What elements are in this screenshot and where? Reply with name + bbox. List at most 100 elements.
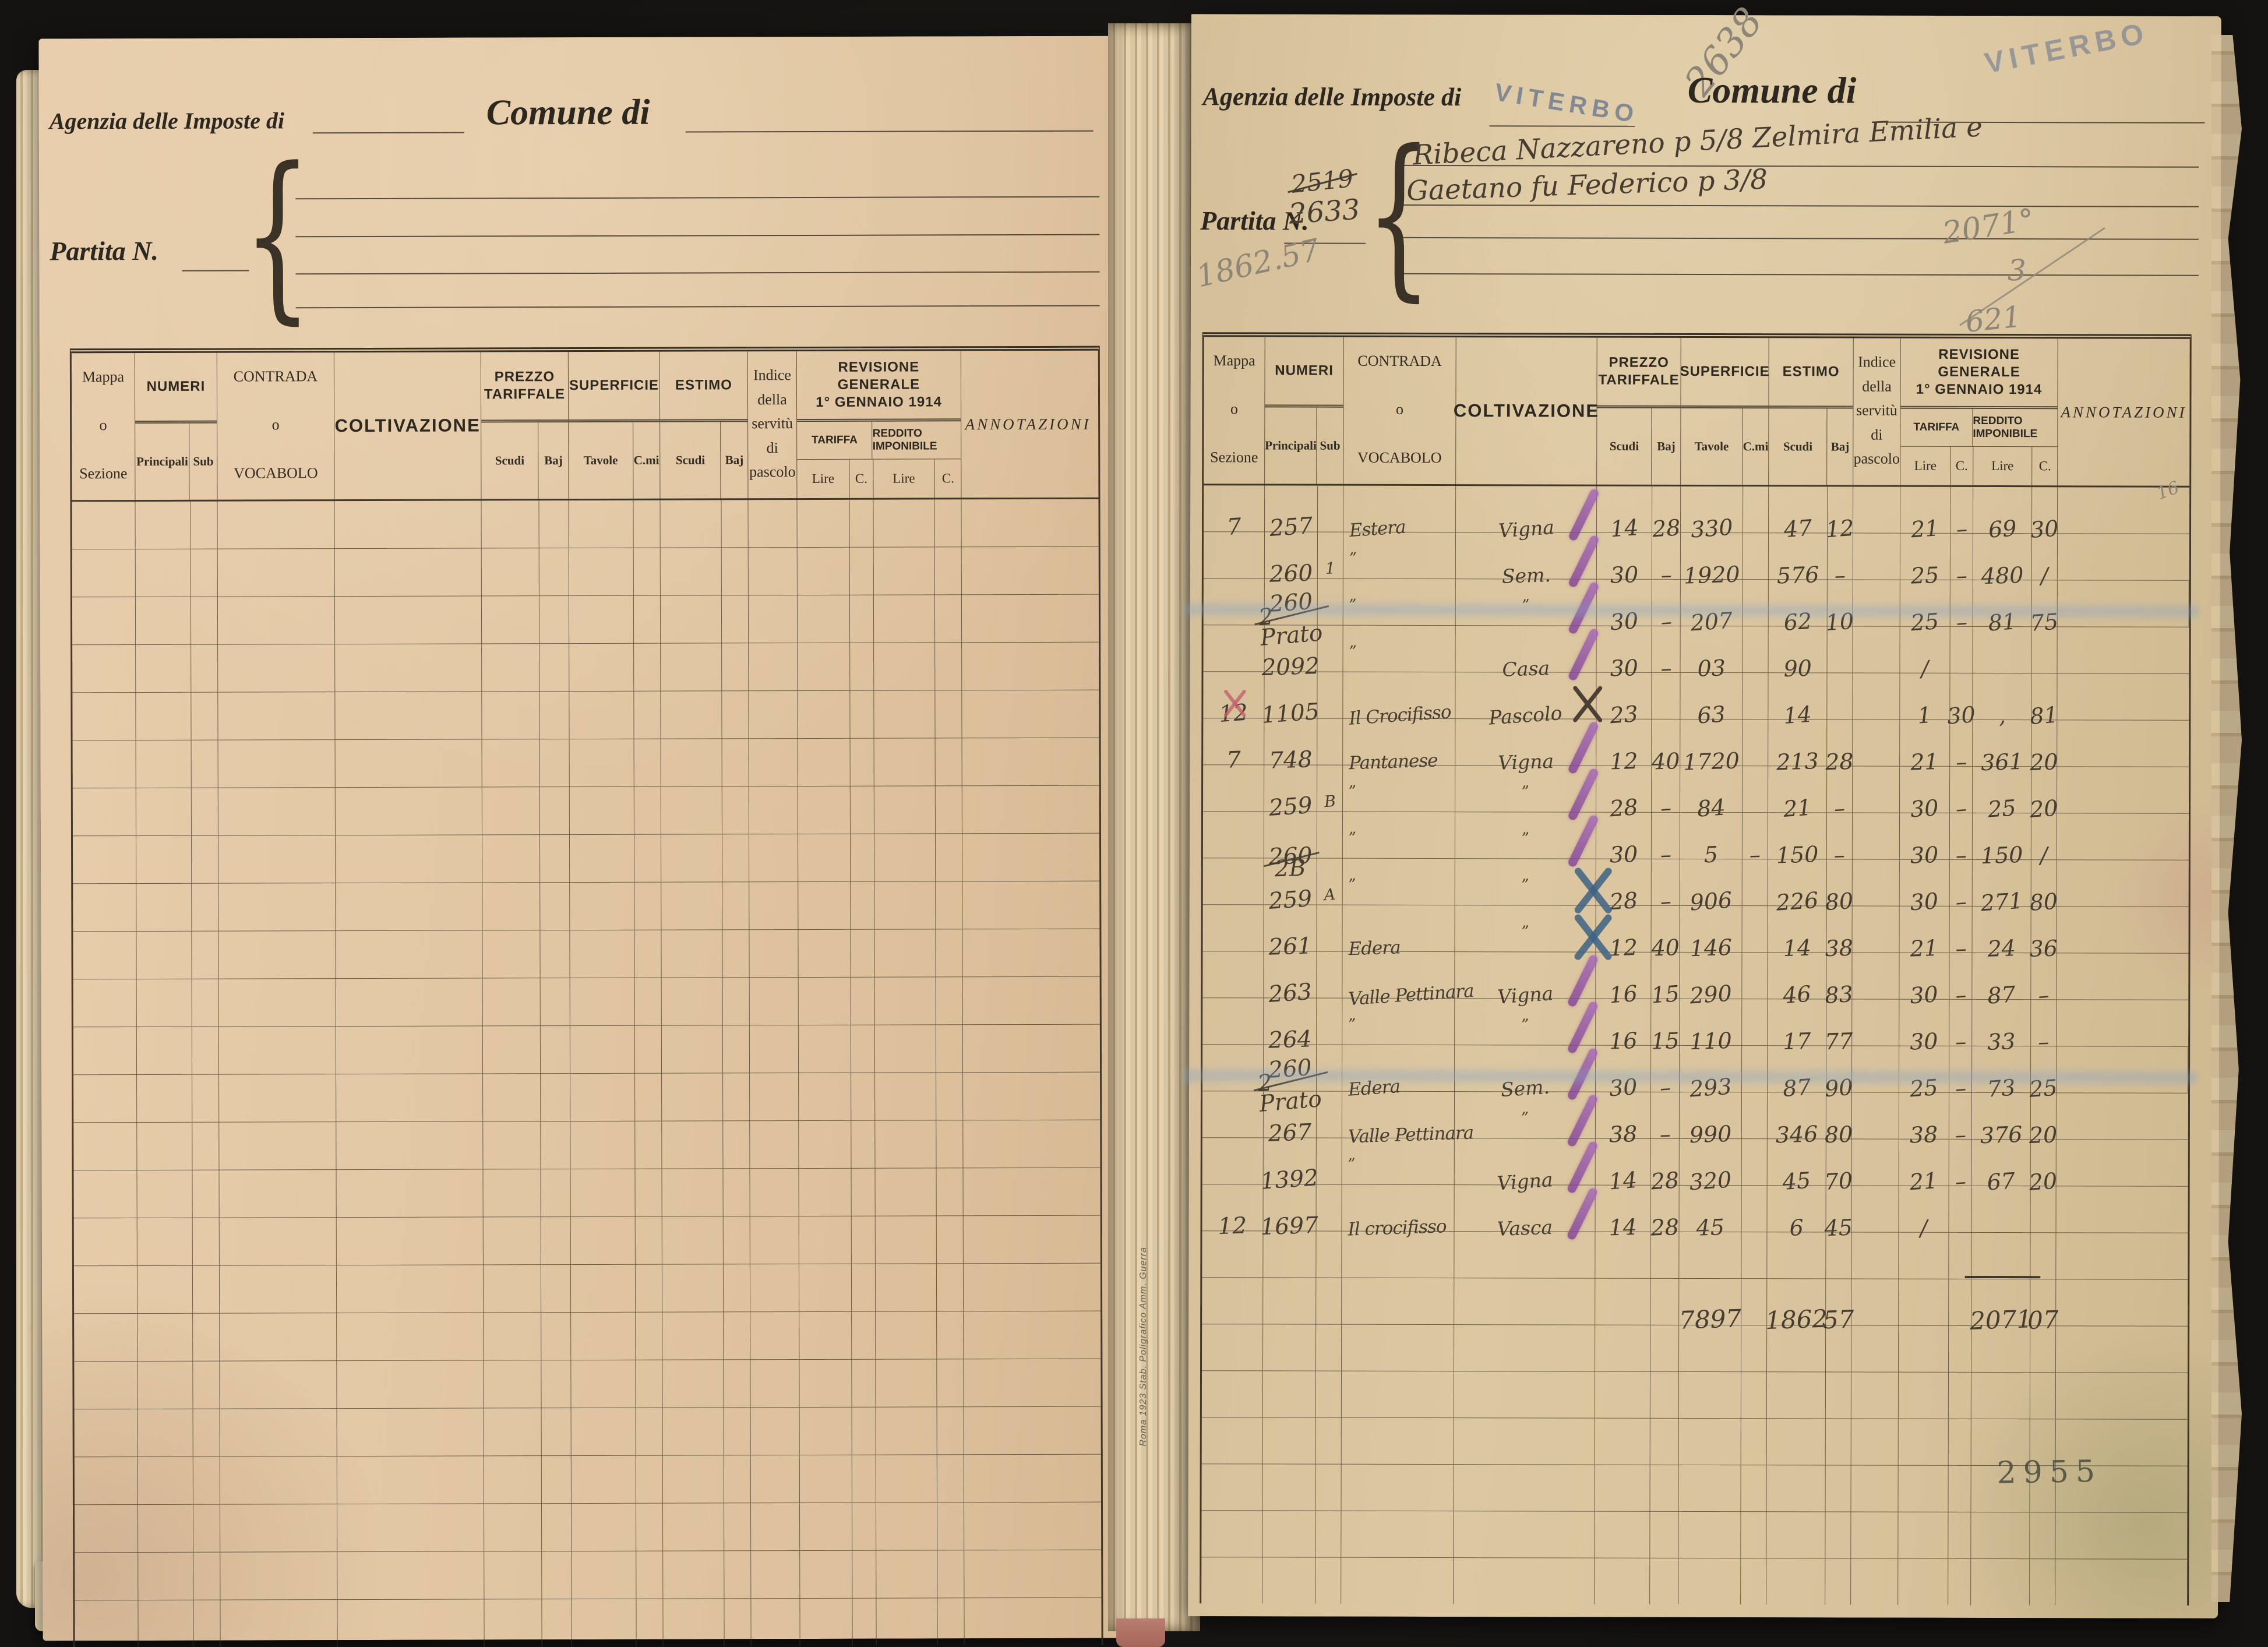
cell-tavt [569,595,634,644]
cell-sub [193,1313,220,1361]
cell-mappa [73,1266,138,1314]
cell-contrada [220,1552,338,1600]
cell-ests [662,1073,724,1121]
column-header-mappa-word: Sezione [79,465,128,482]
handwritten-value: ” [1521,876,1530,894]
cell-redl [876,1311,937,1359]
cell-tavt [570,930,635,978]
cell-ests [1766,1465,1826,1512]
ledger-row: 259 A”” 28–906 226 80 30–271 80 [1202,858,2189,916]
cell-ests [662,1169,724,1216]
cell-pzs: 38 [1566,1092,1652,1148]
cell-annot [962,786,1096,834]
ledger-row: 264”” 16 15 110 17 77 30–33– [1202,998,2189,1055]
cell-pzb [540,930,570,978]
cell-num: 261 [1264,905,1317,961]
cell-ind [751,1551,800,1599]
cell-num [136,740,192,788]
ledger-row: 259 B”” 28–84 21–30–25 20 [1203,765,2189,823]
printer-imprint: Roma 1923 Stab. Poligrafico Amm. Guerra [1138,1247,1148,1447]
cell-redc: 30 [2030,487,2059,543]
cell-estb [721,500,749,548]
cell-contrada [218,788,336,835]
total-cell-pzb [1650,1278,1680,1325]
cell-tavt: 110 [1680,999,1743,1054]
cell-tarc [1950,626,1973,673]
cell-num [1262,1371,1317,1417]
cell-redc: 20 [2029,1140,2058,1195]
cell-tarc [851,1120,876,1168]
cell-tarl [1898,1512,1949,1558]
cell-ind [1852,859,1900,906]
comune-line-left [685,130,1094,133]
ledger-row-empty [72,499,1099,550]
cell-redl [874,643,936,690]
cell-cmi [636,1408,663,1455]
ledger-row-empty [1201,1371,2188,1420]
cell-pzs: 30 [1567,626,1652,682]
cell-tarc [1948,1419,1971,1465]
cell-redl: , [1973,673,2032,728]
cell-tarl [800,1550,853,1599]
cell-annot [2055,1512,2187,1558]
cell-estb [721,548,749,595]
cell-tarc [852,1407,876,1455]
cell-ests: 62 [1768,580,1828,636]
cell-annot [2057,1000,2188,1046]
pencil-sum-note-3: 621 [1964,299,2023,339]
cell-redl [873,595,936,643]
cell-mappa [75,1600,139,1647]
cell-mappa [1202,812,1265,858]
cell-annot [963,977,1096,1025]
ledger-row-empty [1201,1511,2188,1560]
cell-contrada [1341,1557,1454,1604]
total-cell-ests: 1862 [1765,1279,1828,1335]
cell-tarc [1949,1232,1972,1279]
cell-estb: – [1826,813,1853,868]
cell-num: 260 2 Prato [1257,1045,1323,1117]
cell-tarl [1899,1232,1949,1279]
pencil-sum-note-1: 2071° [1940,202,2037,251]
cell-cmi [634,978,662,1025]
cell-pzb: – [1652,626,1681,681]
cell-ests [661,739,722,787]
cell-num: 260 2 Prato [1258,579,1324,651]
cell-colt [336,883,483,931]
cell-tarl [1898,1372,1949,1419]
cell-colt [1454,1558,1595,1604]
cell-tarl [798,834,851,882]
column-header-numeri: NUMERI Principali Sub [1265,337,1344,484]
total-cell-tarc [1949,1279,1972,1325]
cell-estb: 77 [1825,999,1854,1054]
principali-label: Principali [1265,407,1317,484]
cell-mappa [1203,625,1265,672]
cell-mappa [73,1123,137,1170]
partita-line-left [182,270,249,271]
cell-contrada [1341,1511,1454,1558]
ledger-row-empty [73,881,1100,932]
cell-pzs [1595,1371,1651,1418]
cell-ind [1852,813,1900,859]
cell-pzb: 15 [1650,952,1680,1008]
cell-tarc [852,1550,877,1598]
cell-pzs: 16 [1566,999,1652,1054]
cell-sub [192,1170,220,1218]
cell-ind [1853,580,1900,626]
cell-tavt [571,1503,637,1551]
cell-pzb: – [1651,812,1681,867]
cell-ests: 346 [1767,1092,1827,1148]
cell-num [137,1170,193,1218]
reddito-label: REDDITO IMPONIBILE [1973,414,2038,440]
cell-ests [662,1312,724,1360]
cell-sub [1315,1464,1342,1511]
cell-contrada: Estera [1343,485,1456,541]
ledger-row: 2092” Casa 30–03 90/ [1203,625,2189,682]
total-cell-estb: 57 [1822,1279,1854,1335]
cell-ests [1767,1325,1826,1372]
cell-redl: 480 [1973,533,2033,589]
cell-num [137,1074,193,1123]
cell-tarc: – [1950,766,1973,821]
cell-pzb [542,1599,572,1647]
cell-redl [1971,1232,2031,1279]
cell-mappa [72,740,136,788]
